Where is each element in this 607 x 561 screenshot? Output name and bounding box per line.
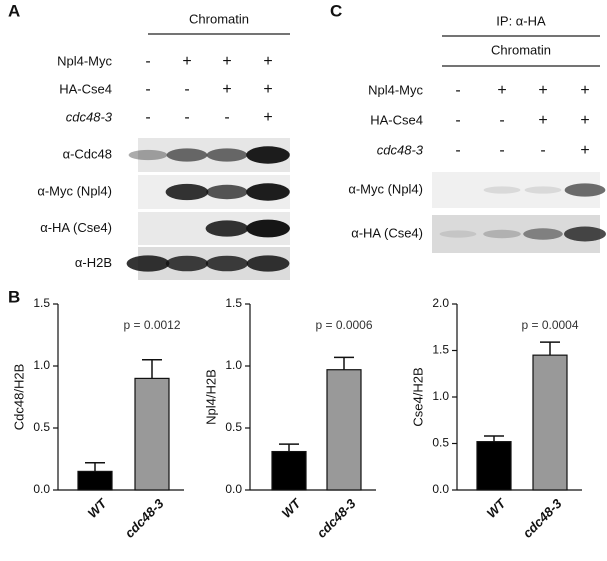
row-label: cdc48-3	[66, 109, 113, 124]
x-tick-label: cdc48-3	[122, 495, 167, 540]
panel-label: B	[8, 287, 20, 306]
sign: +	[580, 82, 589, 99]
y-tick-label: 1.5	[225, 296, 242, 310]
blot-label: α-HA (Cse4)	[351, 225, 423, 240]
sign: -	[184, 81, 189, 98]
y-tick-label: 0.5	[432, 436, 449, 450]
band	[128, 149, 168, 161]
subheader: Chromatin	[491, 42, 551, 57]
y-tick-label: 1.0	[432, 389, 449, 403]
sign: -	[499, 112, 504, 129]
bar-chart: 0.0 0.5 1.0 1.5 2.0 Cse4/H2B WT cdc48-3 p = 0.00…	[410, 296, 582, 541]
blot-label: α-HA (Cse4)	[40, 220, 112, 235]
sign: -	[145, 81, 150, 98]
header: Chromatin	[189, 11, 249, 26]
band	[246, 255, 290, 272]
y-tick-label: 0.0	[432, 482, 449, 496]
sign: -	[455, 142, 460, 159]
sign: +	[538, 82, 547, 99]
sign: -	[499, 142, 504, 159]
band	[246, 146, 290, 164]
bar	[77, 470, 113, 491]
sign: +	[263, 53, 272, 70]
y-axis-label: Cdc48/H2B	[11, 364, 26, 430]
sign: +	[580, 112, 589, 129]
y-axis-label: Npl4/H2B	[203, 369, 218, 425]
bar	[271, 450, 307, 491]
bar-chart: 0.0 0.5 1.0 1.5 Npl4/H2B WT cdc48-3 p = 0.0006	[203, 296, 376, 541]
band	[246, 183, 290, 201]
row-label: HA-Cse4	[59, 81, 112, 96]
row-label: cdc48-3	[377, 142, 424, 157]
sign: -	[455, 112, 460, 129]
band	[524, 186, 562, 194]
band	[166, 148, 208, 162]
y-tick-label: 2.0	[432, 296, 449, 310]
sign: +	[538, 112, 547, 129]
y-tick-label: 1.5	[432, 343, 449, 357]
annotation: p = 0.0004	[521, 318, 578, 332]
band	[564, 183, 606, 197]
sign: +	[580, 142, 589, 159]
bar	[476, 441, 512, 491]
sign: +	[222, 81, 231, 98]
blot-label: α-Myc (Npl4)	[37, 183, 112, 198]
x-tick-label: cdc48-3	[314, 495, 359, 540]
blot-label: α-Cdc48	[63, 146, 112, 161]
annotation: p = 0.0006	[315, 318, 372, 332]
sign: +	[497, 82, 506, 99]
band	[206, 148, 248, 162]
header: IP: α-HA	[496, 13, 546, 28]
bar	[532, 354, 568, 491]
y-axis-label: Cse4/H2B	[410, 367, 425, 426]
panel-label: C	[330, 1, 342, 20]
sign: +	[263, 81, 272, 98]
annotation: p = 0.0012	[123, 318, 180, 332]
band	[483, 229, 521, 239]
sign: -	[184, 109, 189, 126]
sign: +	[182, 53, 191, 70]
y-tick-label: 1.0	[33, 358, 50, 372]
band	[126, 255, 170, 272]
band	[205, 255, 249, 272]
y-tick-label: 0.0	[225, 482, 242, 496]
x-tick-label: WT	[85, 495, 111, 521]
band	[483, 186, 521, 194]
x-tick-label: WT	[279, 495, 305, 521]
band	[205, 220, 249, 237]
y-tick-label: 0.5	[33, 420, 50, 434]
blot-label: α-Myc (Npl4)	[348, 181, 423, 196]
sign: -	[224, 109, 229, 126]
bar	[134, 377, 170, 491]
band	[564, 226, 606, 242]
band	[439, 230, 477, 238]
blot-label: α-H2B	[75, 255, 112, 270]
bar-chart: 0.0 0.5 1.0 1.5 Cdc48/H2B WT cdc48-3 p = 0.0012	[11, 296, 184, 541]
sign: -	[455, 82, 460, 99]
band	[206, 184, 248, 200]
row-label: Npl4-Myc	[57, 53, 112, 68]
panel-label: A	[8, 1, 20, 20]
y-tick-label: 1.5	[33, 296, 50, 310]
sign: -	[540, 142, 545, 159]
band	[165, 183, 209, 201]
row-label: Npl4-Myc	[368, 82, 423, 97]
band	[165, 255, 209, 272]
x-tick-label: cdc48-3	[520, 495, 565, 540]
band	[246, 219, 290, 238]
band	[523, 228, 563, 240]
y-tick-label: 0.5	[225, 420, 242, 434]
bar	[326, 369, 362, 491]
y-tick-label: 1.0	[225, 358, 242, 372]
sign: -	[145, 109, 150, 126]
x-tick-label: WT	[484, 495, 510, 521]
row-label: HA-Cse4	[370, 112, 423, 127]
y-tick-label: 0.0	[33, 482, 50, 496]
sign: +	[222, 53, 231, 70]
sign: -	[145, 53, 150, 70]
sign: +	[263, 109, 272, 126]
